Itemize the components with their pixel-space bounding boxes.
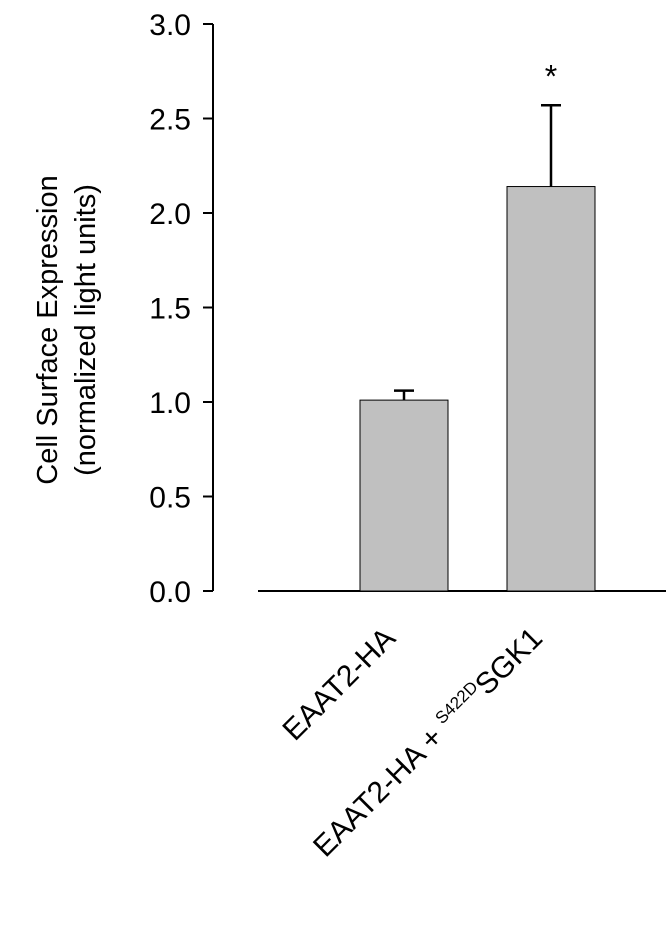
y-tick-label: 1.5 bbox=[149, 293, 191, 326]
y-tick-label: 1.0 bbox=[149, 387, 191, 420]
y-ticks: 0.0 0.5 1.0 1.5 2.0 2.5 3.0 bbox=[149, 9, 213, 609]
y-tick-label: 0.5 bbox=[149, 482, 191, 515]
bar bbox=[359, 399, 449, 592]
bars bbox=[359, 186, 596, 592]
x-tick-label-superscript: S422D bbox=[432, 678, 482, 728]
y-tick-label: 0.0 bbox=[149, 576, 191, 609]
y-axis-title: Cell Surface Expression (normalized ligh… bbox=[32, 175, 102, 484]
bar bbox=[506, 186, 596, 592]
x-tick-label-prefix: EAAT2-HA + bbox=[307, 715, 456, 864]
x-tick-label: EAAT2-HA bbox=[276, 622, 402, 748]
y-tick-label: 2.5 bbox=[149, 104, 191, 137]
y-tick-label: 3.0 bbox=[149, 9, 191, 42]
significance-annotations: * bbox=[545, 58, 557, 94]
error-bars bbox=[394, 104, 561, 401]
x-tick-label-suffix: SGK1 bbox=[469, 622, 549, 702]
y-tick-label: 2.0 bbox=[149, 198, 191, 231]
y-axis-title-line2: (normalized light units) bbox=[70, 184, 102, 476]
significance-marker: * bbox=[545, 58, 557, 94]
y-axis-title-line1: Cell Surface Expression bbox=[32, 175, 64, 484]
